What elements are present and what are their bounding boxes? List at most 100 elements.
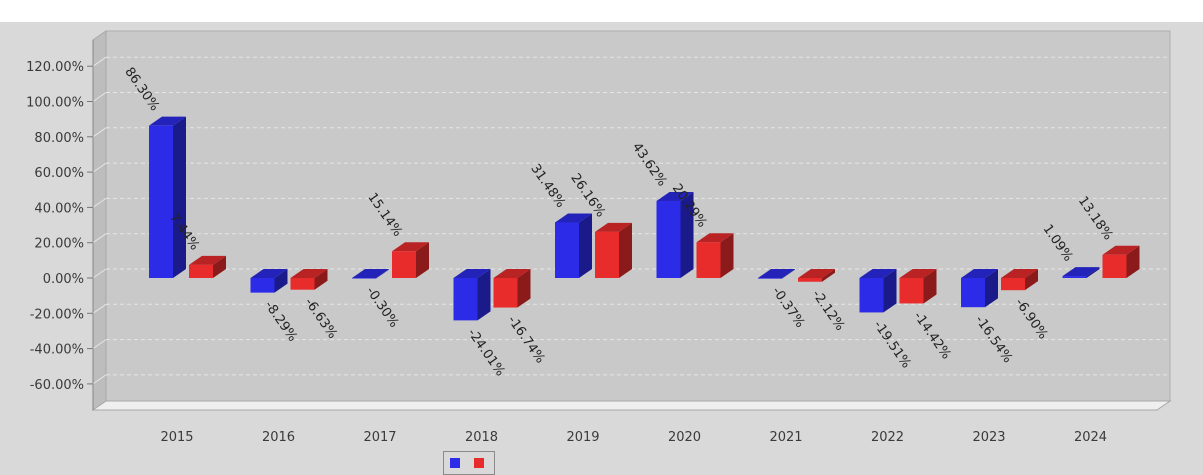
bar-top xyxy=(758,269,795,278)
bar-front xyxy=(859,278,884,313)
gridline-side xyxy=(92,127,107,138)
x-tick-label: 2022 xyxy=(871,430,904,445)
bar-top xyxy=(595,222,632,232)
bar-top xyxy=(392,242,429,252)
y-tick-label: -20.00% xyxy=(30,307,84,322)
x-tick-label: 2020 xyxy=(668,430,701,445)
bar-side xyxy=(1086,267,1100,278)
gridline-side xyxy=(92,233,107,244)
x-tick-label: 2023 xyxy=(972,430,1005,445)
bar xyxy=(696,233,734,278)
bar-front xyxy=(961,278,985,308)
bar-front xyxy=(352,278,376,279)
bar-top xyxy=(1102,245,1140,255)
chart-title xyxy=(0,0,1203,22)
bar-front xyxy=(696,242,721,278)
legend xyxy=(443,451,495,475)
bar xyxy=(352,269,389,279)
bar xyxy=(1102,245,1140,278)
bar-side xyxy=(782,269,795,279)
bar-front xyxy=(493,278,518,308)
bar-top xyxy=(290,269,328,278)
bar-top xyxy=(493,269,531,278)
bar-side xyxy=(517,269,531,308)
bar xyxy=(392,242,429,278)
bar-top xyxy=(656,192,694,202)
y-axis: 120.00% 100.00% 80.00% 60.00% 40.00% 20.00% 0.… xyxy=(26,40,94,410)
bar-side xyxy=(923,269,937,304)
x-tick-label: 2019 xyxy=(566,430,599,445)
bar-front xyxy=(1062,276,1087,278)
bar-side xyxy=(376,269,389,279)
bar xyxy=(149,116,186,278)
y-tick-label: 20.00% xyxy=(34,237,84,252)
bar-side xyxy=(883,269,897,313)
bar-side xyxy=(1025,269,1038,291)
bar-side xyxy=(680,192,694,278)
bar-side xyxy=(1126,245,1140,278)
bar xyxy=(1001,269,1038,291)
y-tick-label: -40.00% xyxy=(30,343,84,358)
bar-front xyxy=(453,278,478,321)
bar-side xyxy=(720,233,734,278)
bar-front xyxy=(149,125,173,278)
bar xyxy=(961,269,998,308)
bar-front xyxy=(1102,254,1127,278)
bar-front xyxy=(250,278,275,293)
bar-side xyxy=(619,222,632,278)
plot-left-wall xyxy=(92,30,107,411)
bar-top xyxy=(1001,269,1038,278)
bar xyxy=(798,269,835,282)
bar-side xyxy=(173,116,186,278)
bar-front xyxy=(758,278,782,279)
bar-side xyxy=(579,213,592,278)
bar-side xyxy=(477,269,491,321)
x-tick-label: 2015 xyxy=(160,430,193,445)
bar-top xyxy=(859,269,897,278)
plot-back-wall xyxy=(105,30,1171,402)
bar-front xyxy=(798,278,822,282)
bar xyxy=(758,269,795,279)
bar xyxy=(595,222,632,278)
legend-swatch xyxy=(474,458,484,468)
bar-side xyxy=(416,242,429,278)
bar xyxy=(555,213,592,278)
bar-front xyxy=(656,201,681,278)
x-axis: 2015 2016 2017 2018 2019 2020 2021 2022 2023 2024 xyxy=(160,430,1107,445)
gridline-side xyxy=(92,197,107,208)
bar-front xyxy=(189,264,213,278)
bar xyxy=(189,255,226,278)
legend-item xyxy=(450,458,464,468)
bar xyxy=(250,269,288,293)
bars xyxy=(149,116,1140,321)
bar-side xyxy=(314,269,328,290)
bar xyxy=(493,269,531,308)
legend-swatch xyxy=(450,458,460,468)
gridline-side xyxy=(92,303,107,314)
bar-front xyxy=(555,222,579,278)
gridline-side xyxy=(92,56,107,67)
bar-top xyxy=(352,269,389,278)
bar-top xyxy=(798,269,835,278)
bar-side xyxy=(213,255,226,278)
y-tick-label: 60.00% xyxy=(34,166,84,181)
bar-top xyxy=(555,213,592,223)
gridline-side xyxy=(92,92,107,102)
x-tick-label: 2016 xyxy=(262,430,295,445)
bar-top xyxy=(899,269,937,278)
y-tick-label: 40.00% xyxy=(34,201,84,216)
bar-front xyxy=(595,231,619,278)
legend-item xyxy=(474,458,488,468)
bar xyxy=(1062,267,1100,278)
bar-top xyxy=(1062,267,1100,277)
bar xyxy=(290,269,328,290)
gridline-side xyxy=(92,162,107,173)
bar-front xyxy=(899,278,924,304)
gridline-side xyxy=(92,268,107,279)
bar-top xyxy=(189,255,226,265)
gridline-side xyxy=(92,374,107,385)
y-tick-label: 80.00% xyxy=(34,131,84,146)
plot-floor xyxy=(91,400,1172,411)
bar-side xyxy=(985,269,998,308)
y-tick-label: 100.00% xyxy=(26,96,84,111)
